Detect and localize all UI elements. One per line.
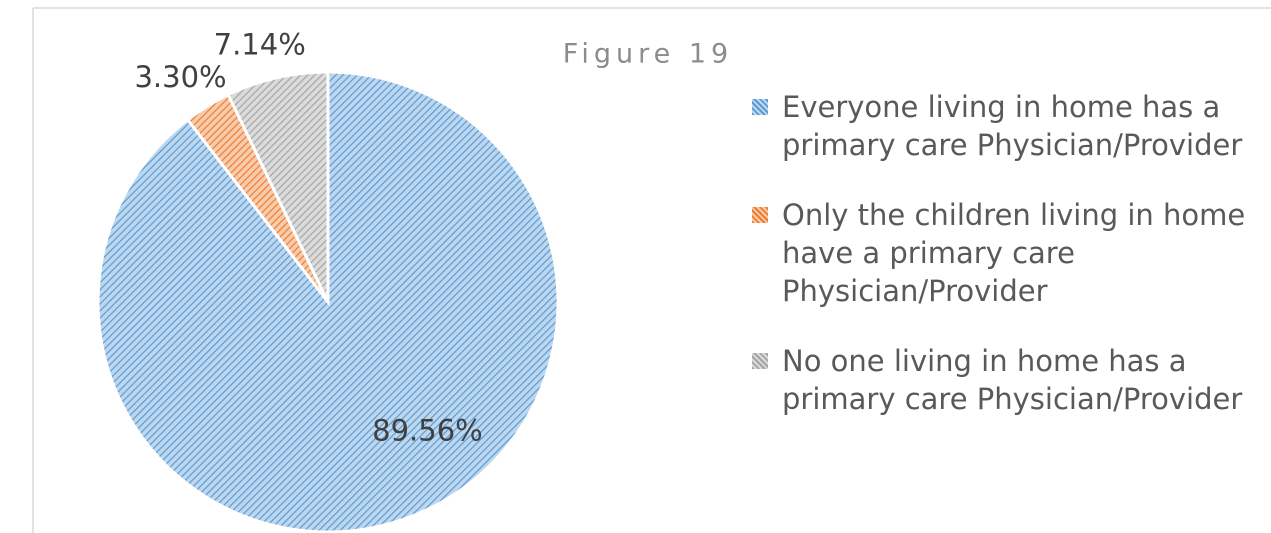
chart-title: Figure 19 (563, 39, 733, 70)
pie-slice (96, 70, 560, 533)
legend-label: No one living in home has a primary care… (782, 344, 1243, 416)
pie-slice (226, 70, 330, 303)
data-label: 3.30% (134, 60, 226, 94)
legend-swatch (752, 353, 768, 369)
legend-swatch (752, 207, 768, 223)
legend-label: Only the children living in home have a … (782, 198, 1246, 308)
legend: Everyone living in home has a primary ca… (752, 88, 1252, 450)
data-label: 7.14% (214, 28, 306, 62)
legend-item: Only the children living in home have a … (752, 196, 1252, 310)
legend-swatch (752, 99, 768, 115)
data-label: 89.56% (372, 414, 483, 448)
legend-item: Everyone living in home has a primary ca… (752, 88, 1252, 164)
legend-label: Everyone living in home has a primary ca… (782, 90, 1243, 162)
legend-item: No one living in home has a primary care… (752, 342, 1252, 418)
